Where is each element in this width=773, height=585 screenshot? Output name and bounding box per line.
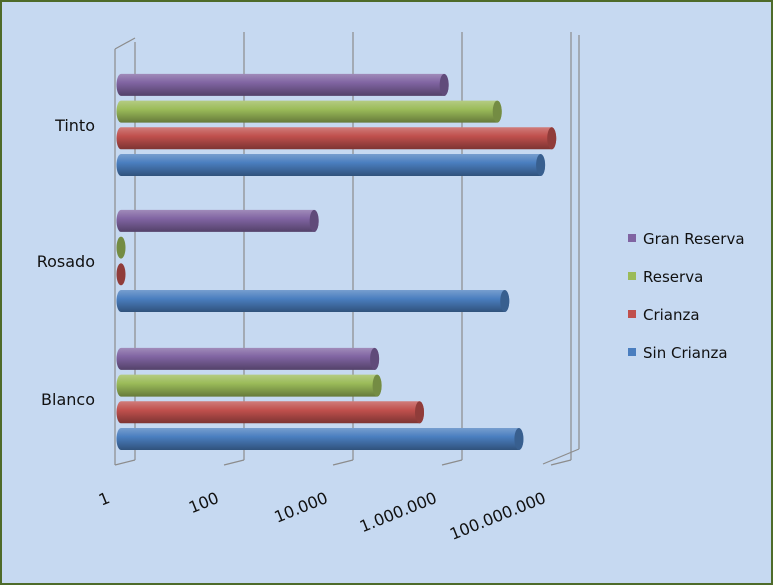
bar-body bbox=[116, 428, 524, 450]
bar-body bbox=[116, 401, 425, 424]
legend-item-crianza: Crianza bbox=[628, 306, 700, 324]
bar-end-cap bbox=[372, 374, 382, 397]
legend-item-sin-crianza: Sin Crianza bbox=[628, 344, 728, 362]
category-label-tinto: Tinto bbox=[54, 116, 95, 135]
legend-swatch bbox=[628, 310, 636, 318]
bar-blanco-reserva bbox=[116, 374, 382, 397]
bar-end-cap bbox=[116, 236, 126, 259]
gridlines bbox=[114, 32, 580, 466]
bar-blanco-crianza bbox=[116, 401, 425, 424]
legend-label: Sin Crianza bbox=[643, 344, 728, 362]
floor-line-1 bbox=[114, 459, 136, 466]
floor-line-10-000 bbox=[332, 459, 354, 466]
bar-rosado-crianza bbox=[116, 263, 126, 286]
category-label-blanco: Blanco bbox=[41, 390, 95, 409]
bar-tinto-gran-reserva bbox=[116, 73, 449, 96]
floor-line-1-000-000 bbox=[441, 459, 463, 466]
legend-label: Reserva bbox=[643, 268, 703, 286]
bar-end-cap bbox=[547, 127, 557, 150]
bar-tinto-sin-crianza bbox=[116, 154, 546, 176]
tick-label-10-000: 10.000 bbox=[271, 488, 330, 527]
bar-body bbox=[116, 347, 380, 370]
bar-end-cap bbox=[415, 401, 425, 424]
category-labels: Blanco Rosado Tinto bbox=[37, 116, 95, 409]
right-wall-floor-edge bbox=[542, 448, 580, 465]
bar-end-cap bbox=[309, 209, 319, 232]
bar-end-cap bbox=[439, 73, 449, 96]
x-tick-labels: 1 100 10.000 1.000.000 100.000.000 bbox=[96, 488, 549, 544]
bars bbox=[116, 73, 557, 450]
tick-label-1-000-000: 1.000.000 bbox=[357, 488, 440, 536]
bar-rosado-sin-crianza bbox=[116, 290, 510, 312]
bar-body bbox=[116, 290, 510, 312]
legend-swatch bbox=[628, 348, 636, 356]
bar-end-cap bbox=[492, 100, 502, 123]
legend-swatch bbox=[628, 234, 636, 242]
legend-swatch bbox=[628, 272, 636, 280]
legend: Gran Reserva Reserva Crianza Sin Crianza bbox=[628, 230, 745, 362]
legend-item-gran-reserva: Gran Reserva bbox=[628, 230, 745, 248]
category-label-rosado: Rosado bbox=[37, 252, 95, 271]
bar-end-cap bbox=[370, 347, 380, 370]
tick-label-100: 100 bbox=[186, 488, 221, 517]
bar-end-cap bbox=[514, 428, 524, 450]
bar-end-cap bbox=[116, 263, 126, 286]
bar-end-cap bbox=[500, 290, 510, 312]
bar-body bbox=[116, 73, 449, 96]
left-wall-top-edge bbox=[114, 37, 136, 50]
legend-label: Gran Reserva bbox=[643, 230, 745, 248]
floor-line-100-000-000 bbox=[550, 459, 572, 466]
bar-rosado-gran-reserva bbox=[116, 209, 319, 232]
tick-label-1: 1 bbox=[96, 488, 113, 509]
bar-end-cap bbox=[536, 154, 546, 176]
bar-tinto-crianza bbox=[116, 127, 557, 150]
bar-body bbox=[116, 209, 319, 232]
bar-blanco-gran-reserva bbox=[116, 347, 380, 370]
tick-label-100-000-000: 100.000.000 bbox=[447, 488, 549, 544]
bar-body bbox=[116, 127, 557, 150]
bar-body bbox=[116, 374, 382, 397]
bar-body bbox=[116, 154, 546, 176]
legend-label: Crianza bbox=[643, 306, 700, 324]
legend-item-reserva: Reserva bbox=[628, 268, 703, 286]
bar-blanco-sin-crianza bbox=[116, 428, 524, 450]
bar-tinto-reserva bbox=[116, 100, 502, 123]
floor-line-100 bbox=[223, 459, 245, 466]
bar-rosado-reserva bbox=[116, 236, 126, 259]
bar-body bbox=[116, 100, 502, 123]
